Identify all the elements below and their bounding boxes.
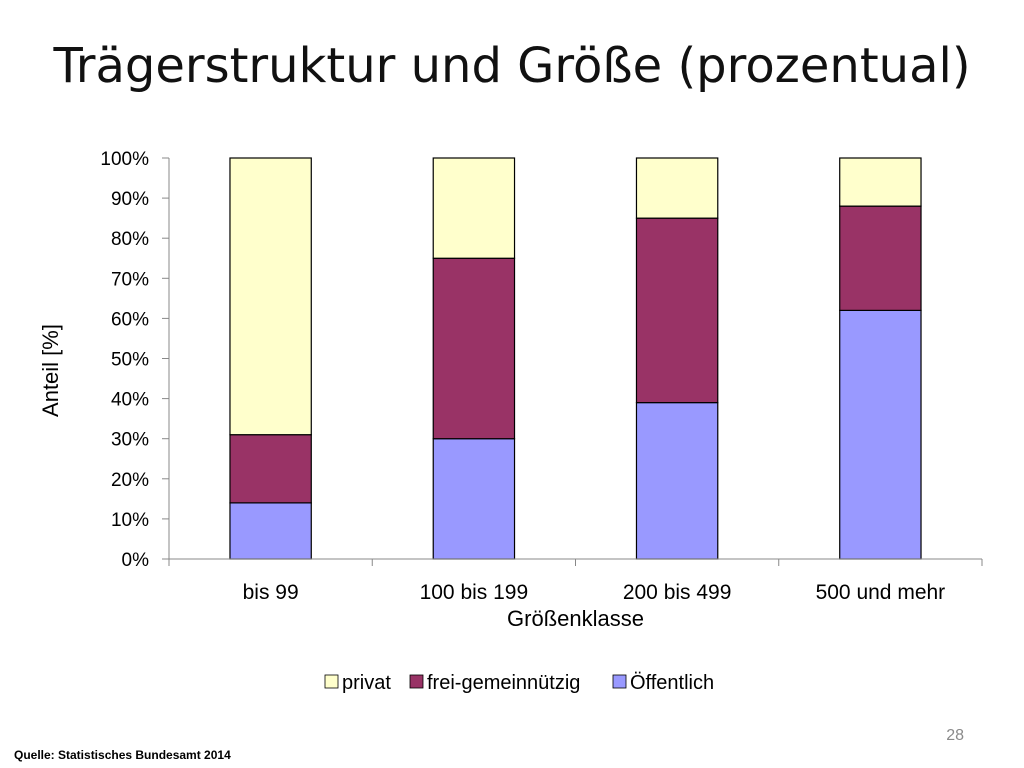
x-tick-label: 100 bis 199: [420, 581, 529, 604]
y-tick-label: 90%: [111, 189, 149, 210]
slide-title: Trägerstruktur und Größe (prozentual): [53, 38, 971, 94]
page-number: 28: [946, 727, 964, 744]
bar-segment-öffentlich-3: [635, 402, 719, 560]
legend: privat frei-gemeinnützig Öffentlich: [324, 672, 714, 694]
bar-segment-öffentlich-2: [432, 438, 516, 560]
bar-segment-privat-1: [229, 157, 312, 436]
legend-label: privat: [342, 672, 391, 694]
legend-swatch: [324, 674, 339, 689]
axes: [168, 158, 983, 566]
bar-segment-privat-2: [432, 157, 516, 259]
bar-segment-öffentlich-1: [229, 502, 312, 560]
bar-segment-privat-4: [839, 157, 922, 207]
legend-label: frei-gemeinnützig: [427, 672, 580, 694]
x-tick-label: 200 bis 499: [623, 581, 732, 604]
y-tick-label: 20%: [111, 470, 149, 491]
y-tick-label: 80%: [111, 229, 149, 250]
x-tick-label: 500 und mehr: [816, 581, 946, 604]
bar-segment-frei-gemeinnützig-1: [229, 434, 312, 504]
x-axis-labels: bis 99 100 bis 199 200 bis 499 500 und mehr: [243, 581, 946, 604]
y-tick-label: 70%: [111, 269, 149, 290]
bar-segment-öffentlich-4: [839, 309, 922, 560]
y-axis-ticks: 0% 10% 20% 30% 40% 50% 60% 70% 80% 90% 100%: [100, 149, 169, 571]
bar-segment-privat-3: [635, 157, 719, 219]
y-tick-label: 30%: [111, 430, 149, 451]
y-tick-label: 10%: [111, 510, 149, 531]
x-tick-label: bis 99: [243, 581, 299, 604]
y-tick-label: 40%: [111, 390, 149, 411]
bar-group: [229, 157, 922, 560]
y-tick-label: 0%: [122, 550, 150, 571]
legend-swatch: [612, 674, 627, 689]
source-note: Quelle: Statistisches Bundesamt 2014: [14, 748, 231, 762]
y-tick-label: 60%: [111, 309, 149, 330]
legend-swatch: [409, 674, 424, 689]
bar-segment-frei-gemeinnützig-4: [839, 205, 922, 311]
y-tick-label: 50%: [111, 350, 149, 371]
bar-segment-frei-gemeinnützig-3: [635, 217, 719, 404]
x-axis-title: Größenklasse: [507, 606, 644, 631]
y-tick-label: 100%: [100, 149, 149, 170]
legend-label: Öffentlich: [630, 672, 714, 694]
bar-segment-frei-gemeinnützig-2: [432, 257, 516, 440]
y-axis-title: Anteil [%]: [38, 324, 63, 417]
